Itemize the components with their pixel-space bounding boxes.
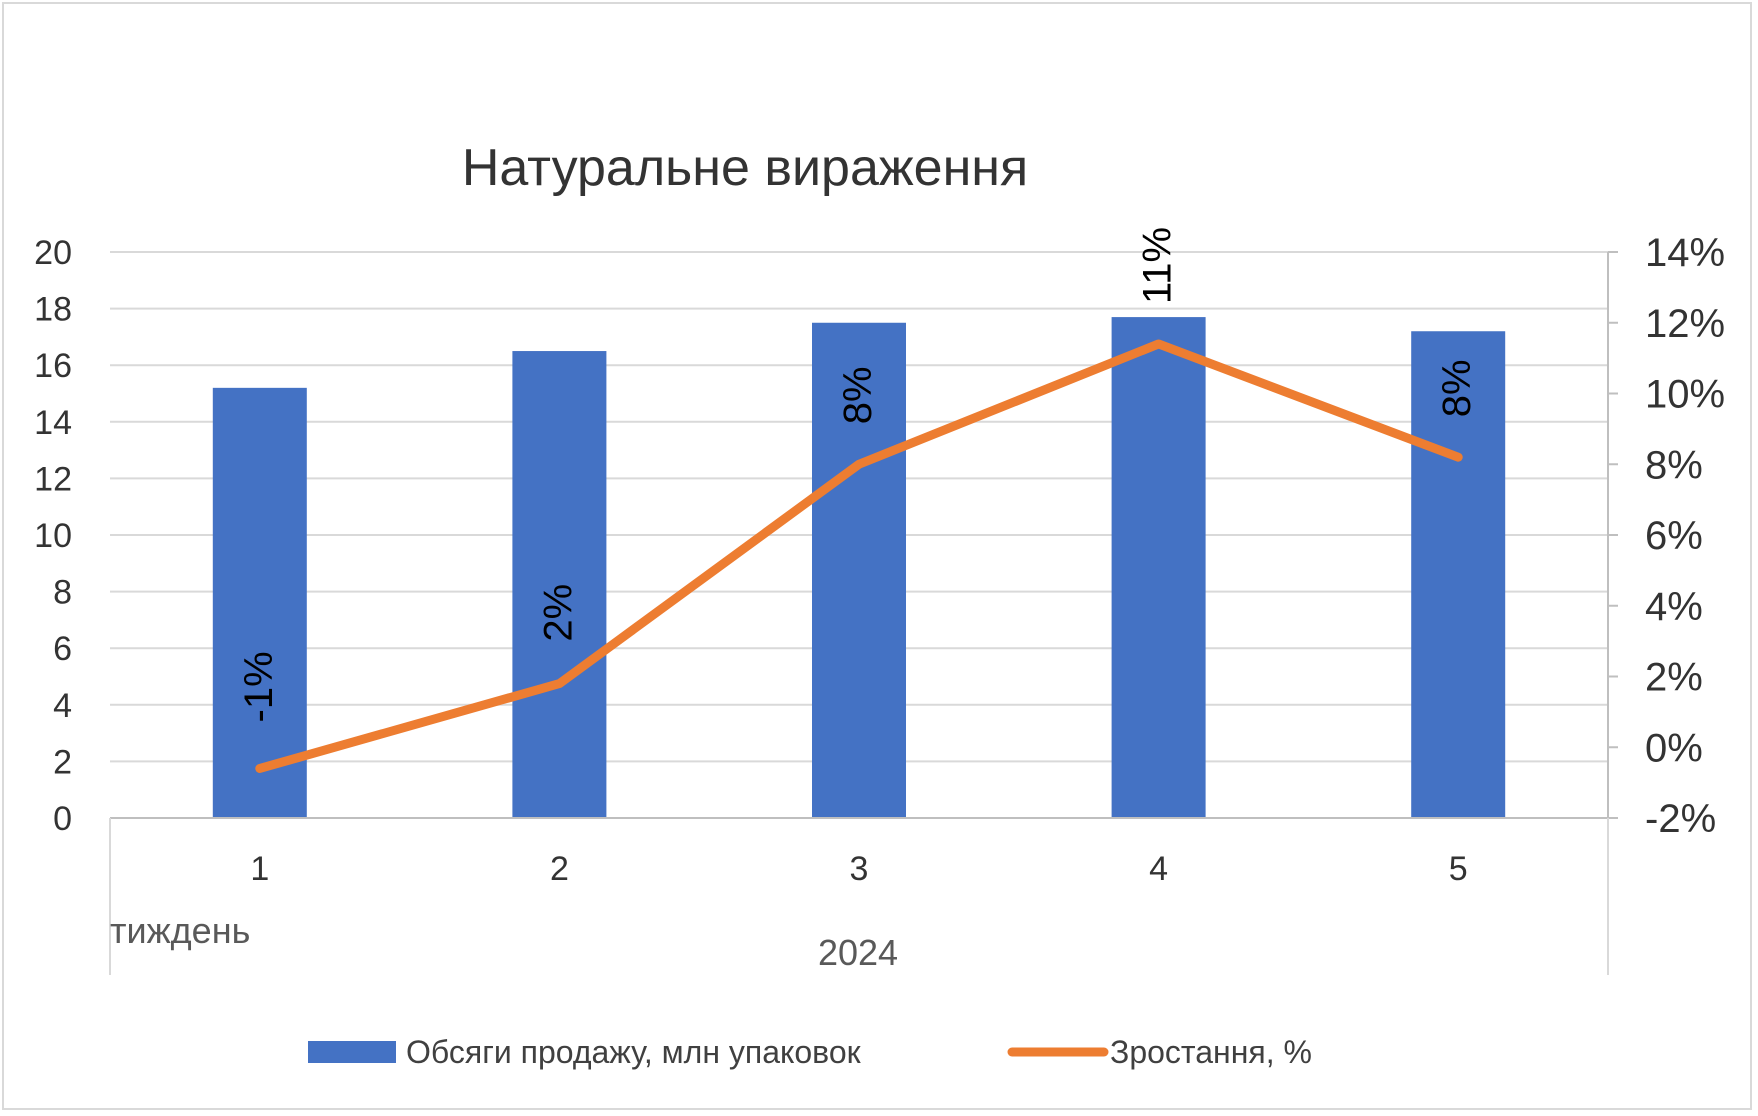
y-left-tick-label: 18 <box>34 291 72 329</box>
bar <box>212 387 307 818</box>
bar <box>1111 317 1206 818</box>
y-right-tick-label: -2% <box>1645 797 1716 841</box>
legend: Обсяги продажу, млн упаковок Зростання, % <box>308 1034 1312 1070</box>
data-label: 2% <box>536 584 580 642</box>
legend-swatch-bars <box>308 1041 396 1063</box>
y-right-tick-label: 8% <box>1645 443 1703 487</box>
y-right-tick-label: 0% <box>1645 726 1703 770</box>
x-axis-group-label: 2024 <box>818 932 898 973</box>
y-left-tick-label: 2 <box>53 743 72 781</box>
x-tick-label: 4 <box>1149 850 1168 888</box>
data-label: 8% <box>836 366 880 424</box>
data-label: 8% <box>1435 359 1479 417</box>
x-tick-label: 3 <box>850 850 869 888</box>
bar-series <box>212 317 1506 818</box>
growth-line <box>255 339 1463 773</box>
y-left-tick-label: 6 <box>53 630 72 668</box>
y-left-tick-label: 8 <box>53 574 72 612</box>
y-right-tick-label: 2% <box>1645 656 1703 700</box>
data-label: 11% <box>1136 227 1180 304</box>
line-series <box>255 339 1463 773</box>
tick-labels: 02468101214161820-2%0%2%4%6%8%10%12%14%1… <box>34 231 1725 888</box>
y-left-tick-label: 4 <box>53 687 72 725</box>
y-right-tick-label: 4% <box>1645 585 1703 629</box>
data-label: -1% <box>237 651 281 722</box>
bar <box>812 322 906 818</box>
y-right-tick-label: 6% <box>1645 514 1703 558</box>
x-axis-label: тиждень <box>110 910 250 951</box>
y-right-tick-label: 12% <box>1645 302 1725 346</box>
y-left-tick-label: 20 <box>34 234 72 272</box>
y-left-tick-label: 14 <box>34 404 72 442</box>
bar <box>512 351 607 818</box>
data-labels: -1% 2% 8% 11% 8% <box>237 227 1479 723</box>
x-tick-label: 1 <box>250 850 269 888</box>
y-left-tick-label: 10 <box>34 517 72 555</box>
y-right-tick-label: 10% <box>1645 373 1725 417</box>
legend-label-bars: Обсяги продажу, млн упаковок <box>406 1034 862 1070</box>
x-tick-label: 2 <box>550 850 569 888</box>
y-right-tick-label: 14% <box>1645 231 1725 275</box>
legend-label-line: Зростання, % <box>1110 1034 1312 1070</box>
axes <box>109 251 1618 975</box>
y-left-tick-label: 0 <box>53 800 72 838</box>
bar <box>1411 331 1506 818</box>
y-left-tick-label: 16 <box>34 347 72 385</box>
y-left-tick-label: 12 <box>34 460 72 498</box>
chart-title: Натуральне вираження <box>462 139 1028 197</box>
x-tick-label: 5 <box>1449 850 1468 888</box>
